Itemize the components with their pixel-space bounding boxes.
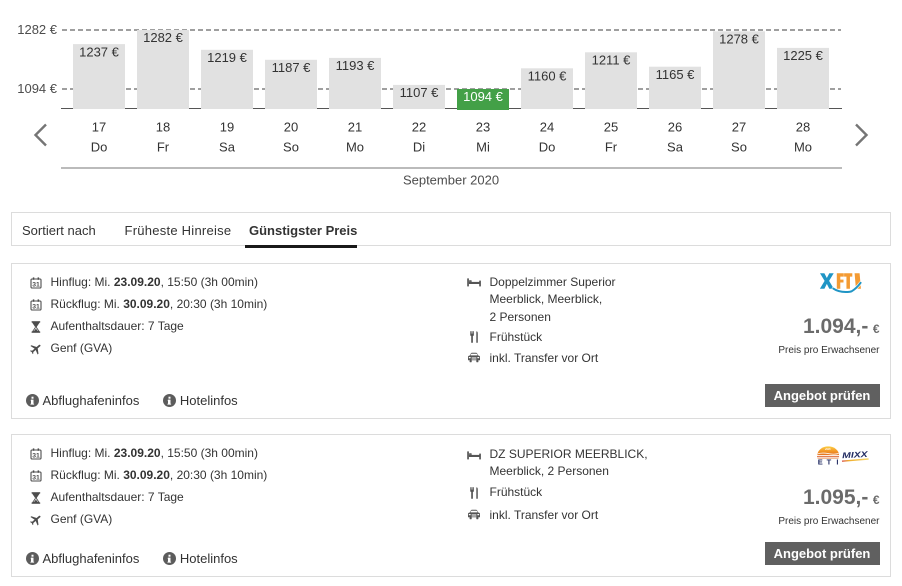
svg-text:21: 21 (348, 120, 362, 135)
svg-text:26: 26 (668, 120, 682, 135)
svg-text:Di: Di (413, 140, 425, 155)
svg-text:22: 22 (412, 120, 426, 135)
svg-text:1225 €: 1225 € (783, 48, 824, 63)
svg-text:27: 27 (732, 120, 746, 135)
svg-text:24: 24 (540, 120, 554, 135)
svg-text:1187 €: 1187 € (272, 60, 312, 75)
svg-text:September 2020: September 2020 (403, 172, 499, 187)
svg-text:1160 €: 1160 € (528, 69, 568, 84)
svg-text:T: T (826, 457, 831, 465)
svg-text:20: 20 (284, 120, 298, 135)
svg-text:31: 31 (32, 475, 40, 482)
svg-text:31: 31 (32, 282, 40, 289)
svg-text:1193 €: 1193 € (336, 58, 376, 73)
svg-text:Mo: Mo (794, 140, 812, 155)
svg-text:18: 18 (156, 120, 170, 135)
svg-text:E: E (817, 457, 822, 465)
svg-text:28: 28 (796, 120, 810, 135)
svg-text:1165 €: 1165 € (656, 67, 696, 82)
svg-text:Mi: Mi (476, 140, 490, 155)
svg-text:1278 €: 1278 € (719, 32, 760, 47)
svg-text:MIXX: MIXX (841, 449, 868, 459)
svg-text:1094 €: 1094 € (463, 89, 504, 104)
svg-text:Sa: Sa (667, 140, 684, 155)
svg-text:Do: Do (91, 140, 108, 155)
svg-text:31: 31 (32, 304, 40, 311)
svg-text:1282 €: 1282 € (143, 30, 184, 45)
svg-text:1211 €: 1211 € (592, 53, 632, 68)
svg-text:1094 €: 1094 € (17, 81, 58, 96)
svg-text:I: I (836, 457, 838, 465)
svg-text:1107 €: 1107 € (400, 85, 440, 100)
svg-text:Sa: Sa (219, 140, 236, 155)
svg-text:17: 17 (92, 120, 106, 135)
svg-text:Fr: Fr (605, 140, 618, 155)
svg-text:1237 €: 1237 € (79, 44, 120, 59)
svg-text:So: So (283, 140, 299, 155)
svg-text:Fr: Fr (157, 140, 170, 155)
svg-text:1282 €: 1282 € (17, 22, 58, 37)
svg-text:19: 19 (220, 120, 234, 135)
svg-text:23: 23 (476, 120, 490, 135)
svg-text:25: 25 (604, 120, 618, 135)
svg-text:1219 €: 1219 € (207, 50, 248, 65)
svg-text:Mo: Mo (346, 140, 364, 155)
svg-text:Do: Do (539, 140, 556, 155)
svg-text:So: So (731, 140, 747, 155)
svg-text:31: 31 (32, 453, 40, 460)
